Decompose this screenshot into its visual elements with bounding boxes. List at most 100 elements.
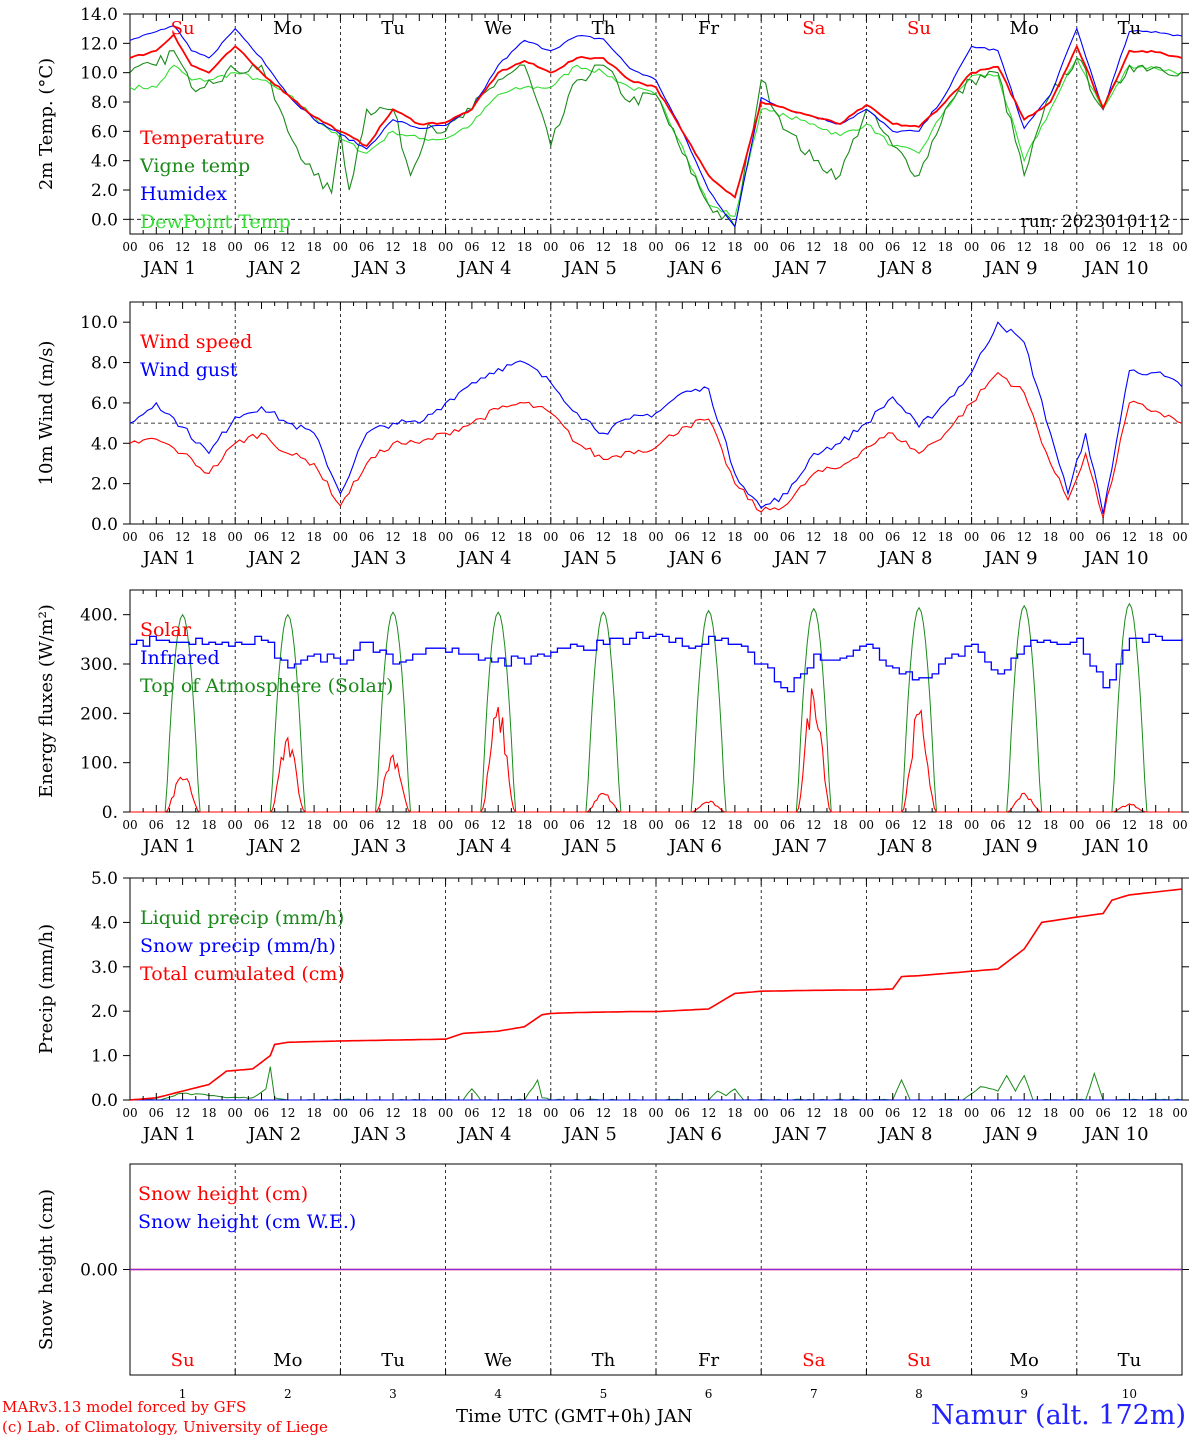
weekday-label: Tu (381, 1350, 405, 1371)
x-hour-label: 00 (1069, 240, 1084, 254)
series-infrared (130, 631, 1183, 693)
day-number: 6 (705, 1387, 713, 1401)
x-date-label: JAN 6 (667, 258, 722, 279)
y-tick-label: 2.0 (91, 181, 118, 201)
x-hour-label: 00 (228, 240, 243, 254)
x-hour-label: 06 (359, 1106, 374, 1120)
day-number: 10 (1122, 1387, 1137, 1401)
x-hour-label: 12 (806, 530, 821, 544)
x-hour-label: 06 (359, 530, 374, 544)
x-hour-label: 12 (491, 818, 506, 832)
weekday-label: Fr (698, 18, 719, 39)
legend-entry: Top of Atmosphere (Solar) (140, 675, 393, 697)
x-hour-label: 12 (701, 1106, 716, 1120)
x-hour-label: 12 (806, 818, 821, 832)
x-hour-label: 00 (543, 818, 558, 832)
x-hour-label: 12 (175, 818, 190, 832)
x-hour-label: 18 (306, 530, 321, 544)
y-tick-label: 14.0 (80, 5, 118, 25)
weekday-label: Su (907, 1350, 931, 1371)
x-date-label: JAN 9 (982, 258, 1037, 279)
x-hour-label: 06 (885, 240, 900, 254)
day-number: 7 (810, 1387, 818, 1401)
x-date-label: JAN 1 (141, 836, 196, 857)
y-tick-label: 200. (80, 704, 118, 724)
y-axis-label-1: 2m Temp. (°C) (36, 58, 57, 190)
x-hour-label: 00 (228, 818, 243, 832)
day-number: 3 (389, 1387, 397, 1401)
x-hour-label: 18 (1043, 530, 1058, 544)
x-hour-label: 18 (201, 818, 216, 832)
x-hour-label: 12 (596, 240, 611, 254)
x-hour-label: 18 (1043, 1106, 1058, 1120)
x-hour-label: 12 (1017, 240, 1032, 254)
x-hour-label: 12 (1122, 530, 1137, 544)
x-date-label: JAN 4 (456, 1124, 511, 1145)
y-tick-label: 10.0 (80, 313, 118, 333)
x-hour-label: 18 (727, 1106, 742, 1120)
x-hour-label: 06 (780, 530, 795, 544)
x-hour-label: 00 (543, 240, 558, 254)
x-hour-label: 00 (1172, 530, 1187, 544)
x-hour-label: 06 (1095, 240, 1110, 254)
weekday-label: Mo (1010, 1350, 1039, 1371)
x-hour-label: 12 (280, 1106, 295, 1120)
x-hour-label: 12 (491, 240, 506, 254)
x-hour-label: 18 (832, 240, 847, 254)
x-hour-label: 12 (1122, 818, 1137, 832)
x-hour-label: 06 (990, 240, 1005, 254)
y-tick-label: 6.0 (91, 394, 118, 414)
weekday-label: Tu (1118, 18, 1142, 39)
x-date-label: JAN 8 (877, 548, 932, 569)
series-temperature (129, 32, 1183, 199)
y-axis-label-2: 10m Wind (m/s) (36, 341, 57, 486)
weekday-label: Mo (273, 18, 302, 39)
x-hour-label: 00 (859, 240, 874, 254)
x-hour-label: 06 (675, 530, 690, 544)
x-hour-label: 18 (1148, 818, 1163, 832)
x-hour-label: 12 (385, 1106, 400, 1120)
y-axis-label-4: Precip (mm/h) (36, 924, 57, 1054)
x-date-label: JAN 6 (667, 836, 722, 857)
x-hour-label: 12 (385, 240, 400, 254)
x-hour-label: 18 (201, 240, 216, 254)
x-date-label: JAN 7 (772, 548, 827, 569)
legend-entry: DewPoint Temp (140, 211, 291, 233)
x-date-label: JAN 7 (772, 836, 827, 857)
weekday-label: Th (592, 1350, 616, 1371)
y-tick-label: 4.0 (91, 434, 118, 454)
x-hour-label: 18 (832, 818, 847, 832)
x-hour-label: 00 (648, 818, 663, 832)
legend-entry: Liquid precip (mm/h) (140, 907, 344, 929)
y-tick-label: 8.0 (91, 93, 118, 113)
x-hour-label: 06 (885, 530, 900, 544)
x-hour-label: 18 (622, 1106, 637, 1120)
x-date-label: JAN 6 (667, 1124, 722, 1145)
y-tick-label: 0.00 (80, 1261, 118, 1281)
x-date-label: JAN 3 (351, 836, 406, 857)
day-number: 8 (915, 1387, 923, 1401)
x-hour-label: 06 (569, 530, 584, 544)
x-hour-label: 18 (517, 1106, 532, 1120)
x-hour-label: 00 (438, 818, 453, 832)
x-hour-label: 06 (1095, 818, 1110, 832)
x-hour-label: 00 (754, 240, 769, 254)
legend-entry: Snow height (cm W.E.) (138, 1211, 356, 1233)
x-date-label: JAN 8 (877, 836, 932, 857)
x-hour-label: 06 (254, 240, 269, 254)
x-date-label: JAN 9 (982, 548, 1037, 569)
x-hour-label: 00 (122, 530, 137, 544)
x-date-label: JAN 7 (772, 1124, 827, 1145)
day-number: 5 (600, 1387, 608, 1401)
weekday-label: Su (171, 18, 195, 39)
weekday-label: Tu (1118, 1350, 1142, 1371)
x-hour-label: 18 (412, 1106, 427, 1120)
x-hour-label: 00 (438, 1106, 453, 1120)
x-hour-label: 18 (201, 530, 216, 544)
x-date-label: JAN 7 (772, 258, 827, 279)
x-hour-label: 12 (491, 530, 506, 544)
x-hour-label: 18 (938, 530, 953, 544)
y-tick-label: 8.0 (91, 354, 118, 374)
day-number: 9 (1020, 1387, 1028, 1401)
y-tick-label: 0.0 (91, 210, 118, 230)
